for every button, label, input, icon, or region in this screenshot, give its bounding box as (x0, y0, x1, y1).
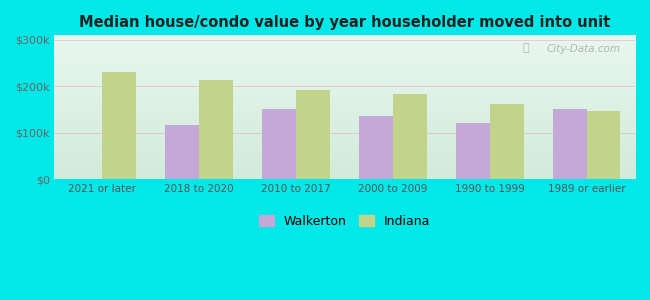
Bar (359, 116, 393, 179)
Bar (102, 72, 136, 179)
Bar (456, 123, 489, 179)
Bar (552, 109, 586, 179)
Bar (586, 111, 621, 179)
Bar (165, 125, 199, 179)
Title: Median house/condo value by year householder moved into unit: Median house/condo value by year househo… (79, 15, 610, 30)
Bar (262, 109, 296, 179)
Bar (489, 104, 524, 179)
Text: City-Data.com: City-Data.com (547, 44, 621, 54)
Bar (199, 80, 233, 179)
Bar (296, 90, 330, 179)
Text: ⓘ: ⓘ (523, 43, 529, 53)
Legend: Walkerton, Indiana: Walkerton, Indiana (259, 215, 430, 228)
Bar (393, 94, 427, 179)
